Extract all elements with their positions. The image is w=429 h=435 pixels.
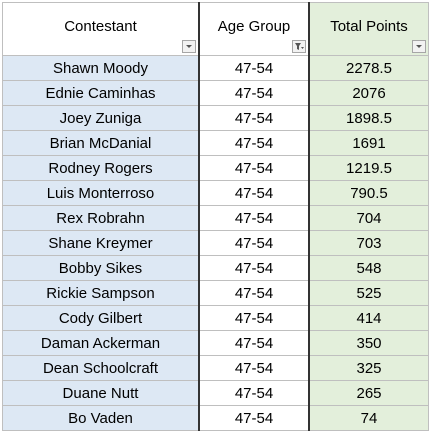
filter-dropdown[interactable]: [292, 40, 306, 53]
table-row: Brian McDanial 47-54 1691: [2, 130, 429, 156]
table-cell: 1898.5: [308, 105, 429, 131]
table-cell: 704: [308, 205, 429, 231]
table-cell: Daman Ackerman: [2, 330, 200, 356]
header-text: Total Points: [330, 17, 408, 35]
table-cell: 1219.5: [308, 155, 429, 181]
table-cell: Shawn Moody: [2, 55, 200, 81]
table-cell: 350: [308, 330, 429, 356]
table-cell: Rex Robrahn: [2, 205, 200, 231]
header-text: Contestant: [64, 17, 137, 35]
table-cell: Luis Monterroso: [2, 180, 200, 206]
table-row: Luis Monterroso 47-54 790.5: [2, 180, 429, 206]
table-cell: Bo Vaden: [2, 405, 200, 431]
header-text: Age Group: [217, 17, 291, 35]
table-cell: 47-54: [198, 105, 310, 131]
table-cell: 74: [308, 405, 429, 431]
table-cell: 47-54: [198, 180, 310, 206]
table-cell: 47-54: [198, 205, 310, 231]
table-cell: 47-54: [198, 155, 310, 181]
table-cell: 47-54: [198, 355, 310, 381]
table-row: Bobby Sikes 47-54 548: [2, 255, 429, 281]
table-cell: 47-54: [198, 330, 310, 356]
table-cell: Cody Gilbert: [2, 305, 200, 331]
table-cell: 703: [308, 230, 429, 256]
table-cell: 525: [308, 280, 429, 306]
table-row: Rodney Rogers 47-54 1219.5: [2, 155, 429, 181]
table-cell: 2076: [308, 80, 429, 106]
table-cell: Ednie Caminhas: [2, 80, 200, 106]
table-cell: 790.5: [308, 180, 429, 206]
table-cell: 47-54: [198, 255, 310, 281]
table-cell: 414: [308, 305, 429, 331]
table-cell: 47-54: [198, 80, 310, 106]
table-row: Shane Kreymer 47-54 703: [2, 230, 429, 256]
filter-dropdown[interactable]: [412, 40, 426, 53]
table-cell: Bobby Sikes: [2, 255, 200, 281]
table-cell: Rickie Sampson: [2, 280, 200, 306]
header-cell: Contestant: [2, 2, 200, 56]
table-row: Rex Robrahn 47-54 704: [2, 205, 429, 231]
table-row: Duane Nutt 47-54 265: [2, 380, 429, 406]
table-cell: 265: [308, 380, 429, 406]
table-cell: Duane Nutt: [2, 380, 200, 406]
table-cell: Dean Schoolcraft: [2, 355, 200, 381]
table-cell: 548: [308, 255, 429, 281]
table-cell: 47-54: [198, 305, 310, 331]
table-cell: 47-54: [198, 130, 310, 156]
table-cell: Joey Zuniga: [2, 105, 200, 131]
table-cell: 47-54: [198, 380, 310, 406]
table-cell: 1691: [308, 130, 429, 156]
header-cell: Age Group: [198, 2, 310, 56]
table-cell: Rodney Rogers: [2, 155, 200, 181]
table-cell: 47-54: [198, 230, 310, 256]
table-row: Cody Gilbert 47-54 414: [2, 305, 429, 331]
table-row: Dean Schoolcraft 47-54 325: [2, 355, 429, 381]
filter-dropdown[interactable]: [182, 40, 196, 53]
table-row: Shawn Moody 47-54 2278.5: [2, 55, 429, 81]
table-row: Bo Vaden 47-54 74: [2, 405, 429, 431]
table-body: Shawn Moody 47-54 2278.5 Ednie Caminhas 47-5…: [2, 55, 429, 431]
table-row: Rickie Sampson 47-54 525: [2, 280, 429, 306]
table-row: Daman Ackerman 47-54 350: [2, 330, 429, 356]
header-cell: Total Points: [308, 2, 429, 56]
table-cell: 47-54: [198, 280, 310, 306]
table-cell: 47-54: [198, 55, 310, 81]
table-cell: 2278.5: [308, 55, 429, 81]
table-cell: Shane Kreymer: [2, 230, 200, 256]
table-row: Ednie Caminhas 47-54 2076: [2, 80, 429, 106]
table-row: Joey Zuniga 47-54 1898.5: [2, 105, 429, 131]
table-cell: 47-54: [198, 405, 310, 431]
header-row: Contestant Age Group Total Points: [2, 2, 429, 56]
table-cell: Brian McDanial: [2, 130, 200, 156]
table-cell: 325: [308, 355, 429, 381]
